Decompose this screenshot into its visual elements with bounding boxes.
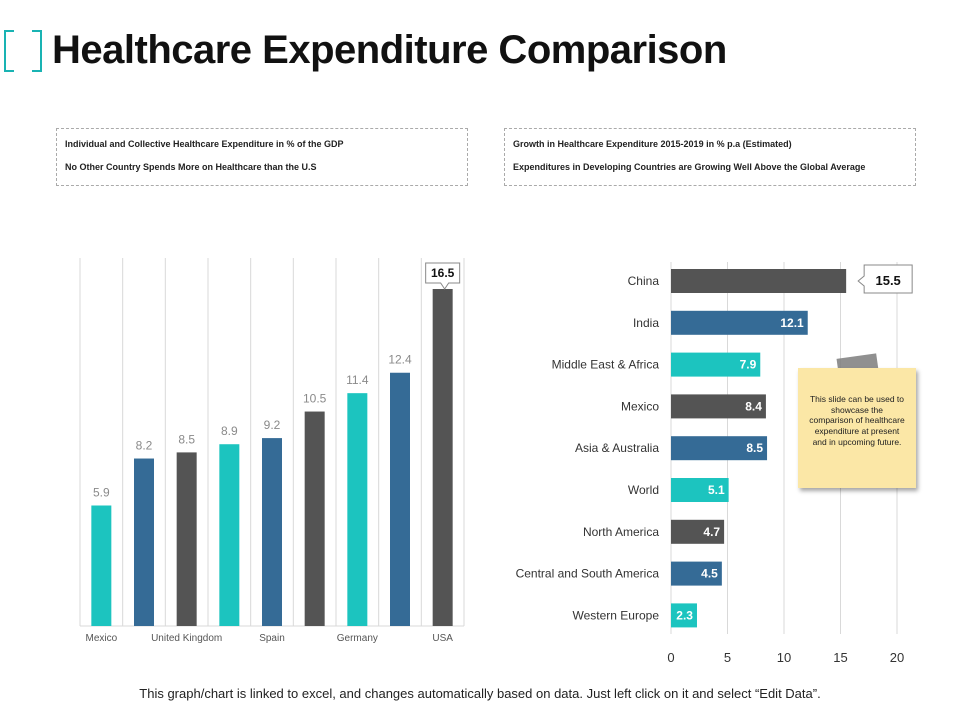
v-bar-8 [432, 289, 453, 626]
h-tick-label-0: 0 [667, 650, 674, 665]
h-data-label-5: 5.1 [708, 483, 725, 497]
title-bracket-icon [4, 30, 42, 72]
v-bar-4 [262, 438, 282, 626]
h-data-label-3: 8.4 [745, 399, 762, 413]
h-tick-label-2: 10 [777, 650, 791, 665]
h-data-label-1: 12.1 [780, 316, 804, 330]
info-box-right: Growth in Healthcare Expenditure 2015-20… [504, 128, 916, 186]
h-bar-5 [671, 478, 729, 502]
footer-note: This graph/chart is linked to excel, and… [139, 686, 821, 701]
h-callout-label: 15.5 [875, 273, 900, 288]
page-title: Healthcare Expenditure Comparison [52, 28, 727, 72]
h-tick-label-4: 20 [890, 650, 904, 665]
v-category-label-6: Germany [337, 633, 378, 644]
v-category-label-8: USA [432, 633, 453, 644]
h-data-label-2: 7.9 [740, 358, 757, 372]
v-callout-box [425, 262, 461, 290]
h-category-label-0: China [628, 274, 660, 288]
h-category-label-7: Central and South America [516, 567, 660, 581]
info-right-line2: Expenditures in Developing Countries are… [513, 162, 866, 172]
v-data-label-5: 10.5 [303, 392, 327, 406]
info-left-line1: Individual and Collective Healthcare Exp… [65, 139, 344, 149]
v-callout-label: 16.5 [431, 266, 455, 280]
v-bar-7 [390, 372, 410, 626]
h-bar-3 [671, 394, 766, 419]
v-category-label-4: Spain [259, 633, 285, 644]
h-category-label-8: Western Europe [573, 608, 660, 622]
v-category-label-0: Mexico [85, 633, 117, 644]
v-data-label-3: 8.9 [221, 424, 238, 438]
info-left-line2: No Other Country Spends More on Healthca… [65, 162, 317, 172]
h-tick-label-1: 5 [724, 650, 731, 665]
h-data-label-7: 4.5 [701, 567, 718, 581]
h-data-label-4: 8.5 [746, 441, 763, 455]
h-category-label-2: Middle East & Africa [552, 358, 660, 372]
h-category-label-3: Mexico [621, 399, 659, 413]
info-box-left: Individual and Collective Healthcare Exp… [56, 128, 468, 186]
v-category-label-2: United Kingdom [151, 633, 222, 644]
h-bar-1 [671, 310, 808, 335]
v-data-label-4: 9.2 [264, 418, 281, 432]
h-callout-box [857, 264, 913, 294]
h-bar-2 [671, 352, 761, 377]
v-data-label-1: 8.2 [136, 439, 153, 453]
v-bar-6 [347, 393, 368, 626]
v-data-label-7: 12.4 [388, 353, 412, 367]
v-bar-3 [219, 444, 240, 626]
h-category-label-5: World [628, 483, 659, 497]
info-right-line1: Growth in Healthcare Expenditure 2015-20… [513, 139, 792, 149]
h-category-label-6: North America [583, 525, 659, 539]
v-bar-1 [134, 458, 154, 626]
v-bar-0 [91, 505, 112, 626]
sticky-note: This slide can be used to showcase the c… [798, 368, 916, 488]
h-data-label-6: 4.7 [703, 525, 720, 539]
h-bar-6 [671, 519, 725, 544]
v-data-label-0: 5.9 [93, 485, 110, 499]
h-data-label-8: 2.3 [676, 608, 693, 622]
v-data-label-2: 8.5 [178, 432, 195, 446]
h-bar-8 [671, 603, 697, 628]
v-data-label-6: 11.4 [346, 373, 369, 387]
v-bar-2 [176, 452, 197, 626]
h-category-label-1: India [633, 316, 659, 330]
h-bar-0 [671, 269, 847, 293]
h-bar-7 [671, 561, 722, 586]
h-bar-4 [671, 436, 768, 461]
h-category-label-4: Asia & Australia [575, 441, 659, 455]
h-tick-label-3: 15 [833, 650, 847, 665]
v-bar-5 [304, 411, 325, 626]
